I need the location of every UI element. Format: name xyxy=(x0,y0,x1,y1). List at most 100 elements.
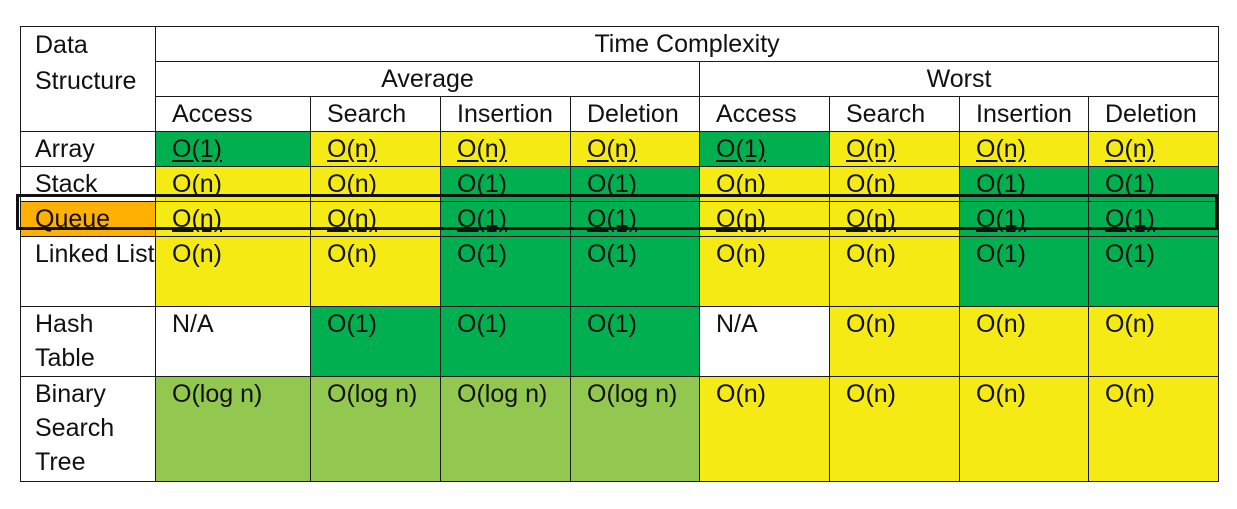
complexity-value: O(n) xyxy=(846,170,896,198)
row-label-linked-list: Linked List xyxy=(20,236,156,307)
complexity-value: O(log n) xyxy=(327,380,418,408)
op-header-worst-insertion: Insertion xyxy=(959,96,1089,132)
complexity-value: N/A xyxy=(716,310,758,338)
complexity-value: O(n) xyxy=(1105,310,1155,338)
op-header-worst-access: Access xyxy=(699,96,830,132)
complexity-value: O(n) xyxy=(172,240,222,268)
complexity-cell: O(log n) xyxy=(155,376,311,482)
complexity-cell: O(n) xyxy=(310,201,441,237)
table-row: Hash Table N/A O(1) O(1) O(1) N/A O(n) O(n) O(n) xyxy=(20,306,1220,377)
row-label-hash-table: Hash Table xyxy=(20,306,156,377)
row-label-queue: Queue xyxy=(20,201,156,237)
complexity-cell: O(n) xyxy=(829,201,960,237)
complexity-value: O(1) xyxy=(976,170,1026,198)
complexity-cell: O(1) xyxy=(959,201,1089,237)
complexity-value: O(1) xyxy=(1105,240,1155,268)
op-header-average-access: Access xyxy=(155,96,311,132)
complexity-value: O(n) xyxy=(1105,380,1155,408)
complexity-cell: O(1) xyxy=(310,306,441,377)
complexity-cell: O(n) xyxy=(1087,131,1220,167)
complexity-cell: O(1) xyxy=(1087,166,1220,202)
complexity-cell: O(1) xyxy=(959,166,1089,202)
table-row: Array O(1) O(n) O(n) O(n) O(1) O(n) O(n) O(n) xyxy=(20,131,1220,167)
complexity-cell: O(n) xyxy=(829,166,960,202)
complexity-value: O(n) xyxy=(587,135,637,163)
complexity-cell: O(n) xyxy=(155,236,311,307)
complexity-value: O(n) xyxy=(716,170,766,198)
complexity-value: O(1) xyxy=(587,170,637,198)
complexity-cell: O(1) xyxy=(440,236,571,307)
complexity-value: O(n) xyxy=(846,310,896,338)
complexity-cell: O(n) xyxy=(699,236,830,307)
complexity-value: O(log n) xyxy=(457,380,548,408)
complexity-cell: O(1) xyxy=(440,306,571,377)
complexity-value: O(n) xyxy=(716,240,766,268)
complexity-value: O(1) xyxy=(1105,205,1155,233)
complexity-cell: O(n) xyxy=(440,131,571,167)
complexity-value: O(1) xyxy=(976,205,1026,233)
complexity-cell: O(n) xyxy=(699,201,830,237)
complexity-cell: O(1) xyxy=(959,236,1089,307)
table-row: Linked List O(n) O(n) O(1) O(1) O(n) O(n) O(1) O… xyxy=(20,236,1220,307)
complexity-cell: O(1) xyxy=(570,201,700,237)
complexity-value: O(1) xyxy=(587,240,637,268)
complexity-cell: O(n) xyxy=(959,131,1089,167)
worst-header: Worst xyxy=(698,61,1220,97)
row-label-binary-search-tree: Binary Search Tree xyxy=(20,376,156,482)
complexity-cell: O(log n) xyxy=(310,376,441,482)
complexity-value: O(1) xyxy=(587,310,637,338)
complexity-cell: O(n) xyxy=(1087,306,1220,377)
complexity-value: O(n) xyxy=(846,135,896,163)
complexity-cell: O(n) xyxy=(570,131,700,167)
complexity-cell: O(1) xyxy=(570,236,700,307)
complexity-cell: O(n) xyxy=(310,166,441,202)
complexity-cell: O(n) xyxy=(155,201,311,237)
complexity-value: O(n) xyxy=(327,170,377,198)
complexity-cell: O(n) xyxy=(829,376,960,482)
table-row: Queue O(n) O(n) O(1) O(1) O(n) O(n) O(1) O(1) xyxy=(20,201,1220,237)
complexity-value: O(1) xyxy=(587,205,637,233)
complexity-value: O(1) xyxy=(457,310,507,338)
complexity-value: O(n) xyxy=(327,135,377,163)
op-header-average-insertion: Insertion xyxy=(440,96,571,132)
complexity-cell: O(log n) xyxy=(570,376,700,482)
complexity-value: O(1) xyxy=(327,310,377,338)
complexity-cell: O(1) xyxy=(699,131,830,167)
complexity-value: O(n) xyxy=(327,240,377,268)
complexity-value: O(1) xyxy=(976,240,1026,268)
complexity-cell: O(log n) xyxy=(440,376,571,482)
complexity-cell: O(1) xyxy=(440,166,571,202)
complexity-table: Data Structure Time Complexity Average W… xyxy=(20,26,1220,482)
complexity-value: O(n) xyxy=(172,205,222,233)
row-label-stack: Stack xyxy=(20,166,156,202)
table-row: Binary Search Tree O(log n) O(log n) O(log … xyxy=(20,376,1220,482)
complexity-value: O(n) xyxy=(716,205,766,233)
complexity-cell: O(n) xyxy=(699,166,830,202)
op-header-average-search: Search xyxy=(310,96,441,132)
complexity-value: O(1) xyxy=(457,170,507,198)
complexity-cell: O(1) xyxy=(440,201,571,237)
complexity-cell: N/A xyxy=(155,306,311,377)
op-header-average-deletion: Deletion xyxy=(570,96,700,132)
complexity-value: O(n) xyxy=(327,205,377,233)
time-complexity-header: Time Complexity xyxy=(154,26,1220,62)
complexity-cell: O(1) xyxy=(1087,236,1220,307)
complexity-table-container: Data Structure Time Complexity Average W… xyxy=(16,26,1220,482)
complexity-value: O(n) xyxy=(846,205,896,233)
complexity-cell: O(n) xyxy=(699,376,830,482)
complexity-cell: O(n) xyxy=(155,166,311,202)
complexity-value: O(n) xyxy=(976,135,1026,163)
complexity-value: O(1) xyxy=(457,240,507,268)
complexity-cell: O(n) xyxy=(959,306,1089,377)
complexity-value: O(log n) xyxy=(587,380,678,408)
complexity-cell: O(1) xyxy=(155,131,311,167)
complexity-cell: O(n) xyxy=(1087,376,1220,482)
complexity-value: O(log n) xyxy=(172,380,263,408)
complexity-cell: O(1) xyxy=(570,306,700,377)
complexity-value: O(1) xyxy=(172,135,222,163)
complexity-value: O(n) xyxy=(457,135,507,163)
complexity-value: O(n) xyxy=(846,380,896,408)
complexity-cell: O(1) xyxy=(570,166,700,202)
complexity-value: O(1) xyxy=(457,205,507,233)
complexity-cell: O(n) xyxy=(310,236,441,307)
